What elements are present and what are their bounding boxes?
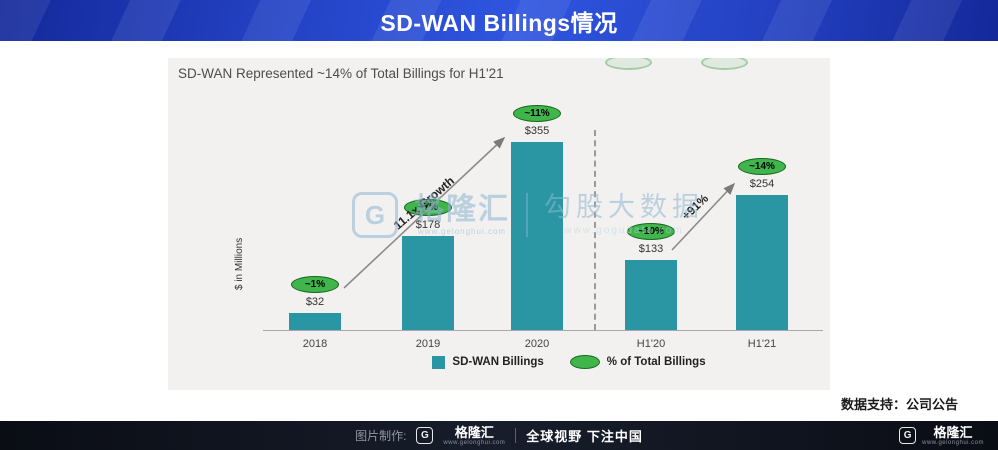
percent-badge: ~11% xyxy=(513,105,561,122)
bar-2019 xyxy=(402,236,454,330)
bar-H1'21 xyxy=(736,195,788,330)
chart-legend: SD-WAN Billings % of Total Billings xyxy=(168,355,830,369)
gelonghui-logo-icon: G xyxy=(899,427,917,444)
bar-2018 xyxy=(289,313,341,330)
category-label: 2019 xyxy=(415,338,441,350)
legend-percent-label: % of Total Billings xyxy=(606,356,706,368)
footer-right-brand-block: 格隆汇 www.gelonghui.com xyxy=(922,426,984,446)
bar-value-label: $355 xyxy=(524,125,550,137)
x-axis-line xyxy=(263,330,823,331)
ghost-oval-artifact xyxy=(701,58,748,70)
ghost-oval-artifact xyxy=(605,58,652,70)
legend-item-billings: SD-WAN Billings xyxy=(432,355,544,369)
credit-label: 图片制作: xyxy=(355,429,407,443)
header-banner: SD-WAN Billings情况 xyxy=(0,0,998,41)
bar-value-label: $32 xyxy=(305,296,325,308)
plot-area: $32 ~1% 2018 $178 ~7% 2019 $355 ~11% 2020 $133 ~10… xyxy=(168,58,830,390)
period-divider-dashed-line xyxy=(594,130,596,330)
chart-card: SD-WAN Represented ~14% of Total Billing… xyxy=(168,58,830,390)
data-source-note: 数据支持：公司公告 xyxy=(840,397,958,412)
footer-slogan: 全球视野 下注中国 xyxy=(526,429,643,444)
footer-bar: 图片制作: G 格隆汇 www.gelonghui.com 全球视野 下注中国 … xyxy=(0,421,998,450)
bar-H1'20 xyxy=(625,260,677,330)
footer-brand: 格隆汇 www.gelonghui.com xyxy=(443,426,505,446)
page-title: SD-WAN Billings情况 xyxy=(380,9,618,36)
footer-divider xyxy=(515,428,517,443)
footer-brand-name: 格隆汇 xyxy=(454,424,494,440)
legend-bar-label: SD-WAN Billings xyxy=(452,356,544,368)
footer-right-brand-name: 格隆汇 xyxy=(933,424,973,440)
legend-percent-swatch xyxy=(569,355,600,369)
percent-badge: ~1% xyxy=(291,276,339,293)
category-label: 2020 xyxy=(524,338,550,350)
category-label: H1'20 xyxy=(636,338,666,350)
percent-badge: ~14% xyxy=(738,158,786,175)
footer-right-brand: G 格隆汇 www.gelonghui.com xyxy=(899,421,984,450)
legend-bar-swatch xyxy=(432,355,446,369)
bar-value-label: $133 xyxy=(638,243,664,255)
legend-item-percent: % of Total Billings xyxy=(569,355,706,369)
footer-right-brand-url: www.gelonghui.com xyxy=(922,439,984,446)
bar-2020 xyxy=(511,142,563,330)
footer-brand-url: www.gelonghui.com xyxy=(443,439,506,446)
chart-title: SD-WAN Represented ~14% of Total Billing… xyxy=(178,66,504,81)
category-label: 2018 xyxy=(302,338,328,350)
category-label: H1'21 xyxy=(747,338,777,350)
bar-value-label: $254 xyxy=(749,178,775,190)
gelonghui-logo-icon: G xyxy=(416,427,434,444)
